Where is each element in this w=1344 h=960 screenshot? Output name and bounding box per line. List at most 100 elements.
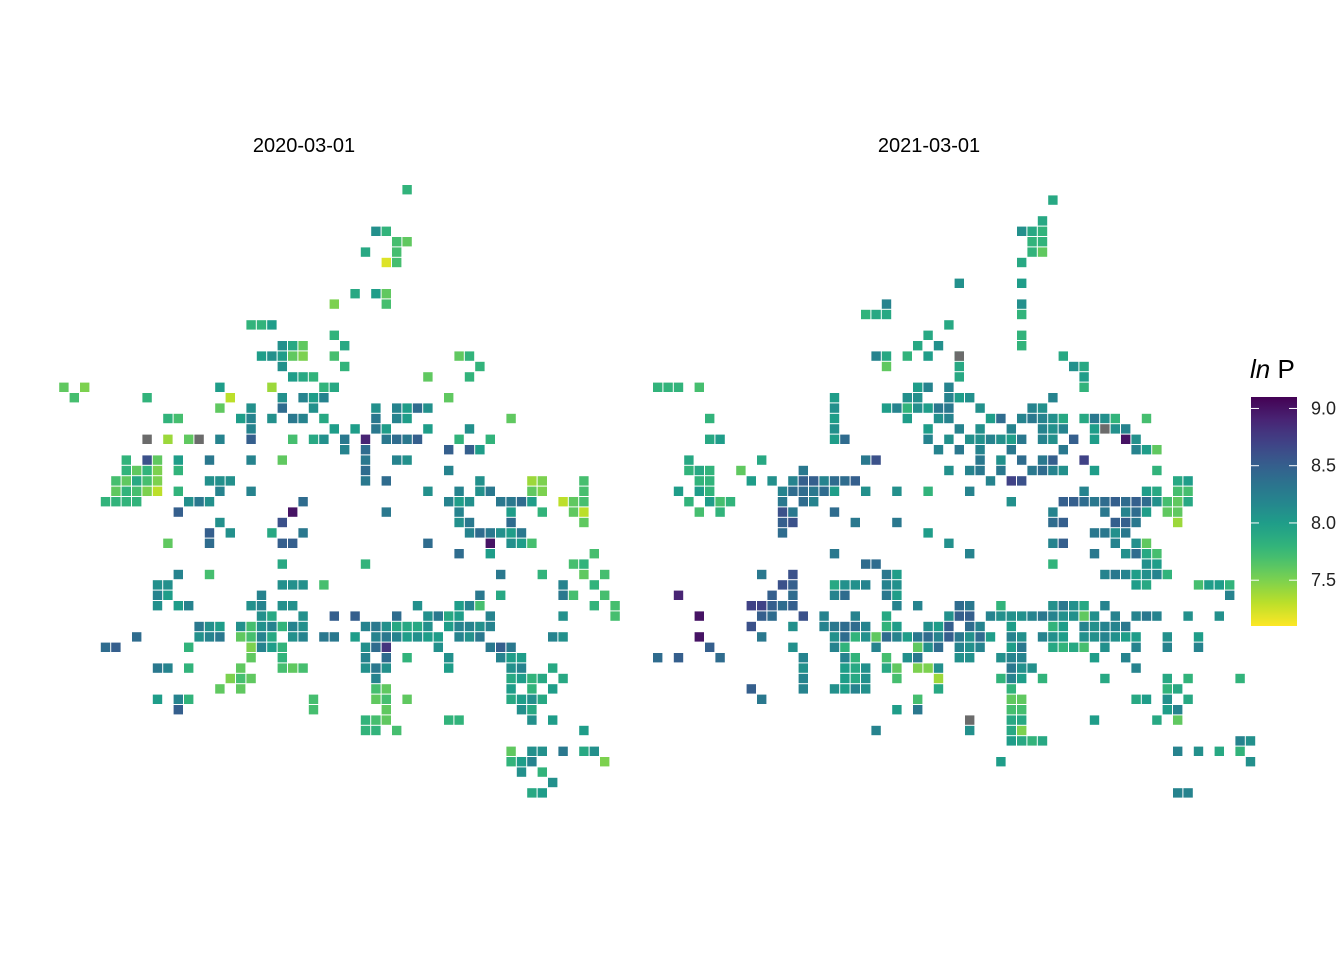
heatmap-cell xyxy=(204,528,215,538)
heatmap-cell xyxy=(861,559,871,569)
heatmap-cell xyxy=(829,549,840,559)
heatmap-cell xyxy=(1162,684,1172,694)
heatmap-cell xyxy=(464,528,475,538)
heatmap-cell xyxy=(1048,424,1058,434)
heatmap-cell xyxy=(1152,445,1162,455)
heatmap-cell xyxy=(423,621,433,632)
heatmap-cell xyxy=(954,632,964,642)
heatmap-cell xyxy=(111,497,121,507)
heatmap-cell xyxy=(308,372,319,382)
heatmap-cell xyxy=(757,632,767,642)
heatmap-cell xyxy=(1089,413,1100,424)
heatmap-cell xyxy=(881,580,892,590)
heatmap-cell xyxy=(1152,559,1162,569)
heatmap-cell xyxy=(277,663,287,673)
heatmap-cell xyxy=(1141,445,1152,455)
heatmap-cell xyxy=(288,621,298,632)
heatmap-cell xyxy=(246,455,256,465)
heatmap-cell xyxy=(850,611,860,621)
heatmap-cell xyxy=(788,601,798,611)
heatmap-cell xyxy=(1100,601,1110,611)
heatmap-cell xyxy=(506,757,516,767)
heatmap-cell xyxy=(965,393,975,403)
heatmap-cell xyxy=(1037,465,1048,476)
heatmap-cell xyxy=(1058,465,1068,476)
heatmap-cell xyxy=(163,590,173,600)
heatmap-cell xyxy=(246,642,256,652)
heatmap-cell xyxy=(1193,642,1204,652)
heatmap-cell xyxy=(1152,497,1162,507)
heatmap-cell xyxy=(277,559,287,569)
heatmap-cell xyxy=(913,403,923,413)
heatmap-cell xyxy=(746,621,756,632)
heatmap-cell xyxy=(881,590,892,600)
heatmap-cell xyxy=(288,601,298,611)
heatmap-cell xyxy=(475,601,485,611)
heatmap-cell xyxy=(1110,538,1120,548)
heatmap-cell xyxy=(1048,465,1058,476)
heatmap-cell xyxy=(329,424,339,434)
heatmap-cell xyxy=(360,725,371,736)
heatmap-cell xyxy=(1131,434,1141,444)
heatmap-cell xyxy=(944,621,954,632)
heatmap-cell xyxy=(1037,413,1048,424)
heatmap-cell xyxy=(215,403,225,413)
heatmap-cell xyxy=(715,434,725,444)
heatmap-cell xyxy=(996,601,1006,611)
heatmap-cell xyxy=(996,465,1006,476)
heatmap-cell xyxy=(1027,237,1037,247)
heatmap-cell xyxy=(506,684,516,694)
heatmap-cell xyxy=(319,434,329,444)
heatmap-cell xyxy=(423,632,433,642)
heatmap-cell xyxy=(579,517,589,528)
heatmap-cell xyxy=(537,476,547,486)
heatmap-cell xyxy=(996,653,1006,663)
heatmap-cell xyxy=(1048,517,1058,528)
heatmap-cell xyxy=(1017,226,1027,236)
heatmap-cell xyxy=(506,517,516,528)
heatmap-cell xyxy=(371,424,381,434)
heatmap-cell xyxy=(444,663,454,673)
heatmap-cell xyxy=(954,361,964,372)
heatmap-cell xyxy=(788,642,798,652)
heatmap-cell xyxy=(267,528,277,538)
heatmap-cell xyxy=(1006,434,1016,444)
heatmap-cell xyxy=(954,372,964,382)
heatmap-cell xyxy=(746,684,756,694)
heatmap-cell xyxy=(163,413,173,424)
heatmap-cell xyxy=(965,642,975,652)
heatmap-cell xyxy=(1121,632,1131,642)
heatmap-cell xyxy=(277,393,287,403)
heatmap-cell xyxy=(516,528,527,538)
heatmap-cell xyxy=(1100,497,1110,507)
heatmap-cell xyxy=(246,621,256,632)
heatmap-cell xyxy=(1058,497,1068,507)
heatmap-cell xyxy=(923,621,933,632)
heatmap-cell xyxy=(673,486,684,496)
heatmap-cell xyxy=(402,455,412,465)
heatmap-cell xyxy=(381,715,391,725)
heatmap-cell xyxy=(1131,611,1141,621)
heatmap-cell xyxy=(1131,549,1141,559)
heatmap-cell xyxy=(757,601,767,611)
heatmap-cell xyxy=(350,424,360,434)
heatmap-cell xyxy=(1152,569,1162,580)
heatmap-cell xyxy=(537,507,547,517)
heatmap-cell xyxy=(975,632,985,642)
heatmap-cell xyxy=(684,455,694,465)
heatmap-cell xyxy=(829,476,840,486)
heatmap-cell xyxy=(788,569,798,580)
heatmap-cell xyxy=(589,601,599,611)
heatmap-cell xyxy=(913,382,923,392)
heatmap-cell xyxy=(516,694,527,704)
heatmap-cell xyxy=(1017,653,1027,663)
heatmap-cell xyxy=(568,507,579,517)
heatmap-cell xyxy=(527,476,537,486)
heatmap-cell xyxy=(392,632,402,642)
heatmap-cell xyxy=(319,382,329,392)
heatmap-cell xyxy=(1235,736,1245,746)
heatmap-cell xyxy=(881,309,892,320)
heatmap-cell xyxy=(1121,424,1131,434)
heatmap-cell xyxy=(694,632,704,642)
heatmap-cell xyxy=(142,455,152,465)
